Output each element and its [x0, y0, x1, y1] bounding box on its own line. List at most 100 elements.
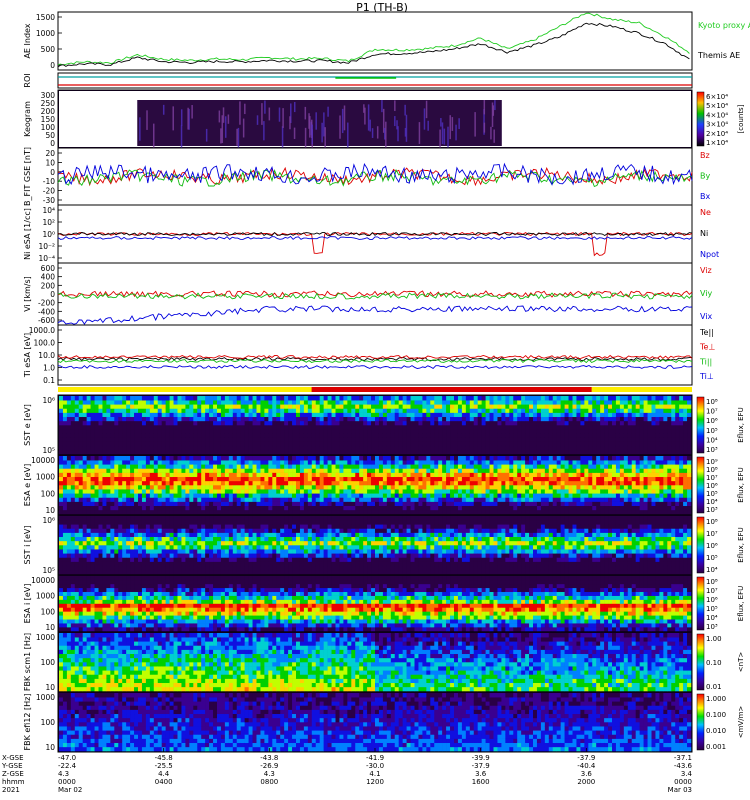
spectrogram-cell — [303, 460, 309, 465]
spectrogram-cell — [351, 400, 356, 405]
spectrogram-cell — [454, 480, 459, 486]
spectrogram-cell — [98, 441, 103, 447]
spectrogram-cell — [189, 449, 194, 455]
spectrogram-cell — [687, 485, 692, 490]
spectrogram-cell — [469, 501, 475, 507]
spectrogram-cell — [517, 396, 522, 401]
spectrogram-cell — [560, 412, 565, 418]
spectrogram-cell — [564, 433, 569, 438]
spectrogram-cell — [647, 429, 652, 434]
spectrogram-cell — [145, 408, 151, 413]
spectrogram-cell — [548, 460, 554, 465]
spectrogram-cell — [110, 412, 115, 418]
spectrogram-cell — [78, 497, 83, 502]
spectrogram-cell — [584, 433, 589, 438]
spectrogram-cell — [248, 400, 253, 405]
spectrogram-cell — [612, 505, 617, 511]
spectrogram-cell — [90, 540, 95, 546]
spectrogram-cell — [367, 396, 372, 401]
spectrogram-cell — [390, 416, 396, 422]
spectrogram-cell — [619, 501, 625, 507]
spectrogram-cell — [331, 404, 336, 409]
spectrogram-cell — [82, 485, 87, 490]
spectrogram-cell — [635, 476, 640, 482]
spectrogram-cell — [446, 412, 451, 418]
spectrogram-cell — [335, 464, 340, 469]
spectrogram-cell — [359, 400, 364, 405]
spectrogram-cell — [217, 472, 222, 478]
spectrogram-cell — [288, 429, 293, 434]
spectrogram-cell — [74, 549, 80, 554]
spectrogram-cell — [213, 489, 218, 494]
spectrogram-cell — [59, 549, 64, 554]
spectrogram-cell — [418, 497, 423, 502]
spectrogram-cell — [497, 429, 502, 434]
spectrogram-cell — [110, 505, 115, 511]
spectrogram-cell — [375, 449, 380, 455]
spectrogram-cell — [612, 468, 617, 473]
spectrogram-cell — [600, 493, 605, 498]
spectrogram-cell — [62, 449, 68, 455]
spectrogram-cell — [110, 456, 115, 461]
spectrogram-cell — [288, 460, 293, 465]
spectrogram-cell — [406, 412, 411, 418]
spectrogram-cell — [481, 505, 486, 511]
spectrogram-cell — [501, 493, 506, 498]
spectrogram-cell — [197, 433, 202, 438]
keogram-streak — [220, 128, 222, 144]
y-tick-label: 600 — [41, 264, 56, 273]
spectrogram-cell — [560, 396, 565, 401]
spectrogram-cell — [517, 493, 522, 498]
spectrogram-cell — [134, 489, 139, 494]
spectrogram-cell — [355, 464, 360, 469]
spectrogram-cell — [299, 396, 305, 401]
spectrogram-cell — [442, 449, 447, 455]
spectrogram-cell — [552, 445, 557, 451]
spectrogram-cell — [149, 464, 155, 469]
spectrogram-cell — [268, 480, 273, 486]
spectrogram-cell — [106, 561, 111, 567]
spectrogram-cell — [382, 416, 388, 422]
spectrogram-cell — [588, 509, 593, 515]
spectrogram-cell — [70, 501, 76, 507]
spectrogram-cell — [217, 497, 222, 502]
spectrogram-cell — [627, 433, 633, 438]
spectrogram-cell — [469, 485, 475, 490]
colorbar-label: 10³ — [706, 506, 718, 514]
spectrogram-cell — [288, 433, 293, 438]
spectrogram-cell — [62, 472, 68, 478]
spectrogram-cell — [465, 433, 471, 438]
spectrogram-cell — [114, 441, 119, 447]
spectrogram-cell — [272, 412, 277, 418]
spectrogram-cell — [525, 456, 530, 461]
spectrogram-cell — [244, 425, 249, 430]
spectrogram-cell — [94, 524, 99, 529]
spectrogram-cell — [62, 528, 68, 533]
spectrogram-cell — [173, 509, 178, 515]
spectrogram-cell — [430, 429, 435, 434]
spectrogram-cell — [497, 445, 502, 451]
spectrogram-cell — [153, 408, 159, 413]
spectrogram-cell — [529, 445, 534, 451]
y-tick-label: 1500 — [36, 13, 55, 22]
spectrogram-cell — [398, 493, 403, 498]
spectrogram-cell — [299, 429, 305, 434]
spectrogram-cell — [98, 460, 103, 465]
spectrogram-cell — [525, 460, 530, 465]
spectrogram-cell — [126, 449, 131, 455]
spectrogram-cell — [572, 456, 577, 461]
spectrogram-cell — [497, 497, 502, 502]
spectrogram-cell — [102, 404, 107, 409]
spectrogram-cell — [461, 489, 467, 494]
spectrogram-cell — [106, 429, 111, 434]
spectrogram-cell — [643, 433, 648, 438]
spectrogram-cell — [74, 416, 80, 422]
spectrogram-cell — [66, 408, 72, 413]
spectrogram-cell — [114, 557, 119, 562]
spectrogram-cell — [236, 485, 241, 490]
spectrogram-cell — [177, 464, 182, 469]
spectrogram-cell — [398, 437, 403, 442]
spectrogram-cell — [623, 416, 629, 422]
spectrogram-cell — [426, 460, 431, 465]
spectrogram-cell — [213, 464, 218, 469]
